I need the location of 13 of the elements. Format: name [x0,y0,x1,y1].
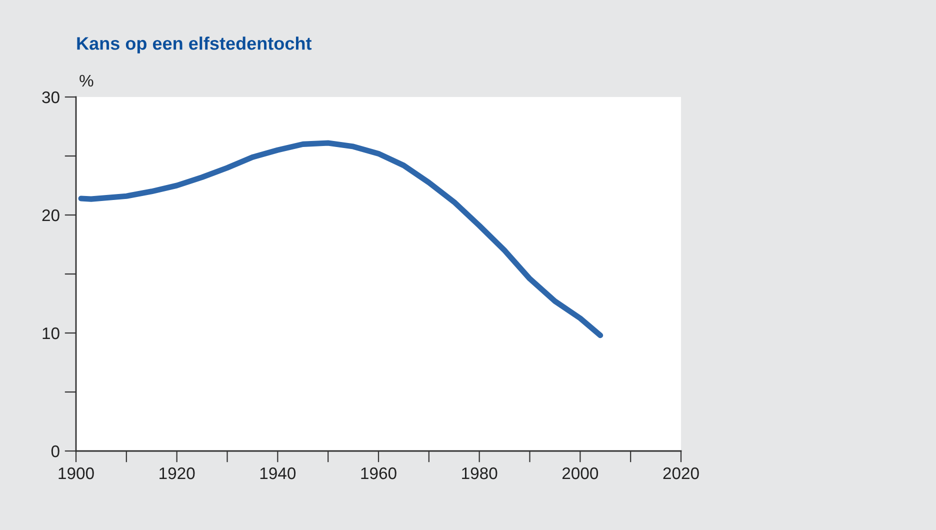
chart-title: Kans op een elfstedentocht [77,36,312,54]
x-tick-label: 1960 [361,467,396,480]
x-tick-label: 1920 [160,467,195,480]
x-tick-label: 1980 [462,467,498,480]
x-tick-label: 1940 [260,467,296,480]
y-tick-label: 30 [42,91,60,104]
x-tick-label: 2020 [663,467,699,480]
y-tick-label: 10 [42,327,60,340]
x-tick-label: 2000 [562,467,598,480]
x-tick-label: 1900 [58,467,94,480]
y-tick-label: 0 [51,445,60,458]
y-axis-title: % [80,74,94,87]
y-tick-label: 20 [42,209,60,222]
